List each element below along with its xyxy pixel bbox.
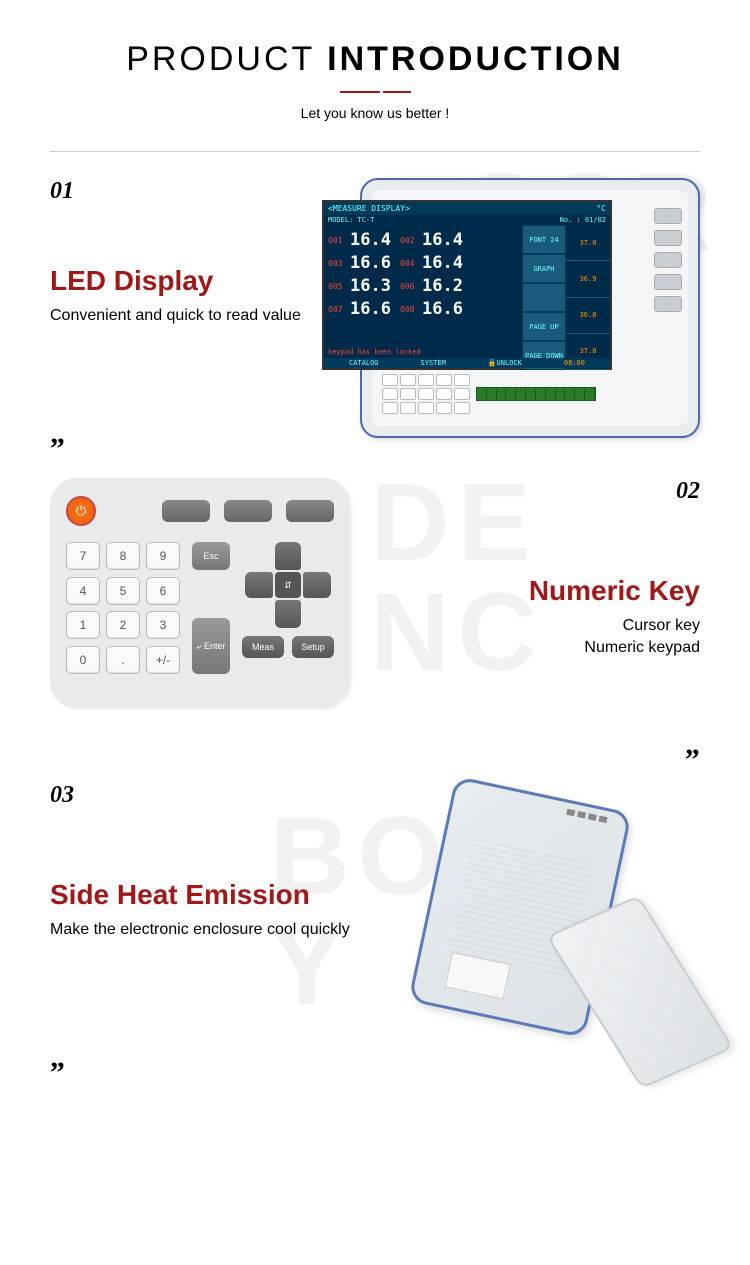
quote-mark: „	[50, 1041, 400, 1075]
screen-far-values: 37.0 36.9 36.8 37.0	[566, 225, 610, 370]
screen-header-left: <MEASURE DISPLAY>	[328, 204, 410, 213]
enter-key: ⤶ Enter	[192, 618, 230, 674]
power-button: ⏻	[66, 496, 96, 526]
device-keypad: ⏻ 789 456 123 0.+/-	[50, 478, 350, 708]
lcd-screen: <MEASURE DISPLAY> °C MODEL: TC-T No. : 0…	[322, 200, 612, 370]
feature-title: Numeric Key	[360, 575, 700, 607]
subtitle: Let you know us better !	[50, 105, 700, 121]
dpad-center: ⇵	[275, 572, 301, 598]
soft-key	[286, 500, 334, 522]
header: PRODUCT INTRODUCTION Let you know us bet…	[50, 40, 700, 121]
screen-footer: CATALOGSYSTEM🔒UNLOCK08:00	[324, 358, 610, 368]
lock-message: keypad has been locked	[328, 348, 421, 356]
screen-header-unit: °C	[596, 204, 606, 213]
section-number: 02	[360, 478, 700, 505]
feature-desc: Convenient and quick to read value	[50, 305, 350, 327]
title-light: PRODUCT	[126, 40, 315, 78]
feature-desc: Make the electronic enclosure cool quick…	[50, 919, 400, 941]
dpad-down	[275, 600, 301, 628]
setup-button: Setup	[292, 636, 334, 658]
title-underline	[50, 91, 700, 93]
screen-model: MODEL: TC-T	[328, 216, 374, 224]
cursor-dpad: ⇵	[245, 542, 331, 628]
divider	[50, 151, 700, 152]
section-number: 03	[50, 782, 400, 809]
terminal-strip	[476, 387, 596, 401]
quote-mark: „	[50, 417, 350, 451]
meas-button: Meas	[242, 636, 284, 658]
section-02: DENC ⏻ 789 456 123	[50, 478, 700, 762]
title-bold: INTRODUCTION	[327, 40, 624, 78]
device-side-buttons	[654, 208, 682, 312]
section-number: 01	[50, 178, 350, 205]
page-title: PRODUCT INTRODUCTION	[50, 40, 700, 79]
feature-title: Side Heat Emission	[50, 879, 400, 911]
dpad-right	[303, 572, 331, 598]
quote-mark: „	[360, 728, 700, 762]
feature-desc: Cursor key Numeric keypad	[360, 615, 700, 658]
dpad-left	[245, 572, 273, 598]
screen-page: No. : 01/02	[560, 216, 606, 224]
screen-softkeys: FONT 24 GRAPH PAGE UP PAGE DOWN	[522, 225, 566, 370]
esc-key: Esc	[192, 542, 230, 570]
mini-numpad	[382, 374, 470, 414]
feature-title: LED Display	[50, 265, 350, 297]
soft-key	[224, 500, 272, 522]
section-01: SCREEN 01 LED Display Convenient and qui…	[50, 178, 700, 458]
device-ports	[566, 809, 607, 823]
section-03: BOY 03 Side Heat Emission Make the elect…	[50, 782, 700, 1075]
soft-key	[162, 500, 210, 522]
device-led-display: <MEASURE DISPLAY> °C MODEL: TC-T No. : 0…	[360, 178, 700, 438]
device-back-view	[410, 782, 700, 1072]
dpad-up	[275, 542, 301, 570]
numeric-keypad: 789 456 123 0.+/-	[66, 542, 180, 674]
